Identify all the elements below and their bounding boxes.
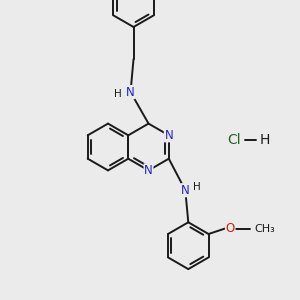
Text: H: H	[114, 88, 122, 99]
Text: Cl: Cl	[227, 133, 241, 146]
Text: H: H	[260, 133, 270, 146]
Text: N: N	[164, 129, 173, 142]
Text: CH₃: CH₃	[255, 224, 275, 234]
Text: N: N	[126, 85, 135, 99]
Text: N: N	[181, 184, 190, 197]
Text: O: O	[226, 222, 235, 235]
Text: H: H	[193, 182, 201, 192]
Text: N: N	[144, 164, 153, 177]
